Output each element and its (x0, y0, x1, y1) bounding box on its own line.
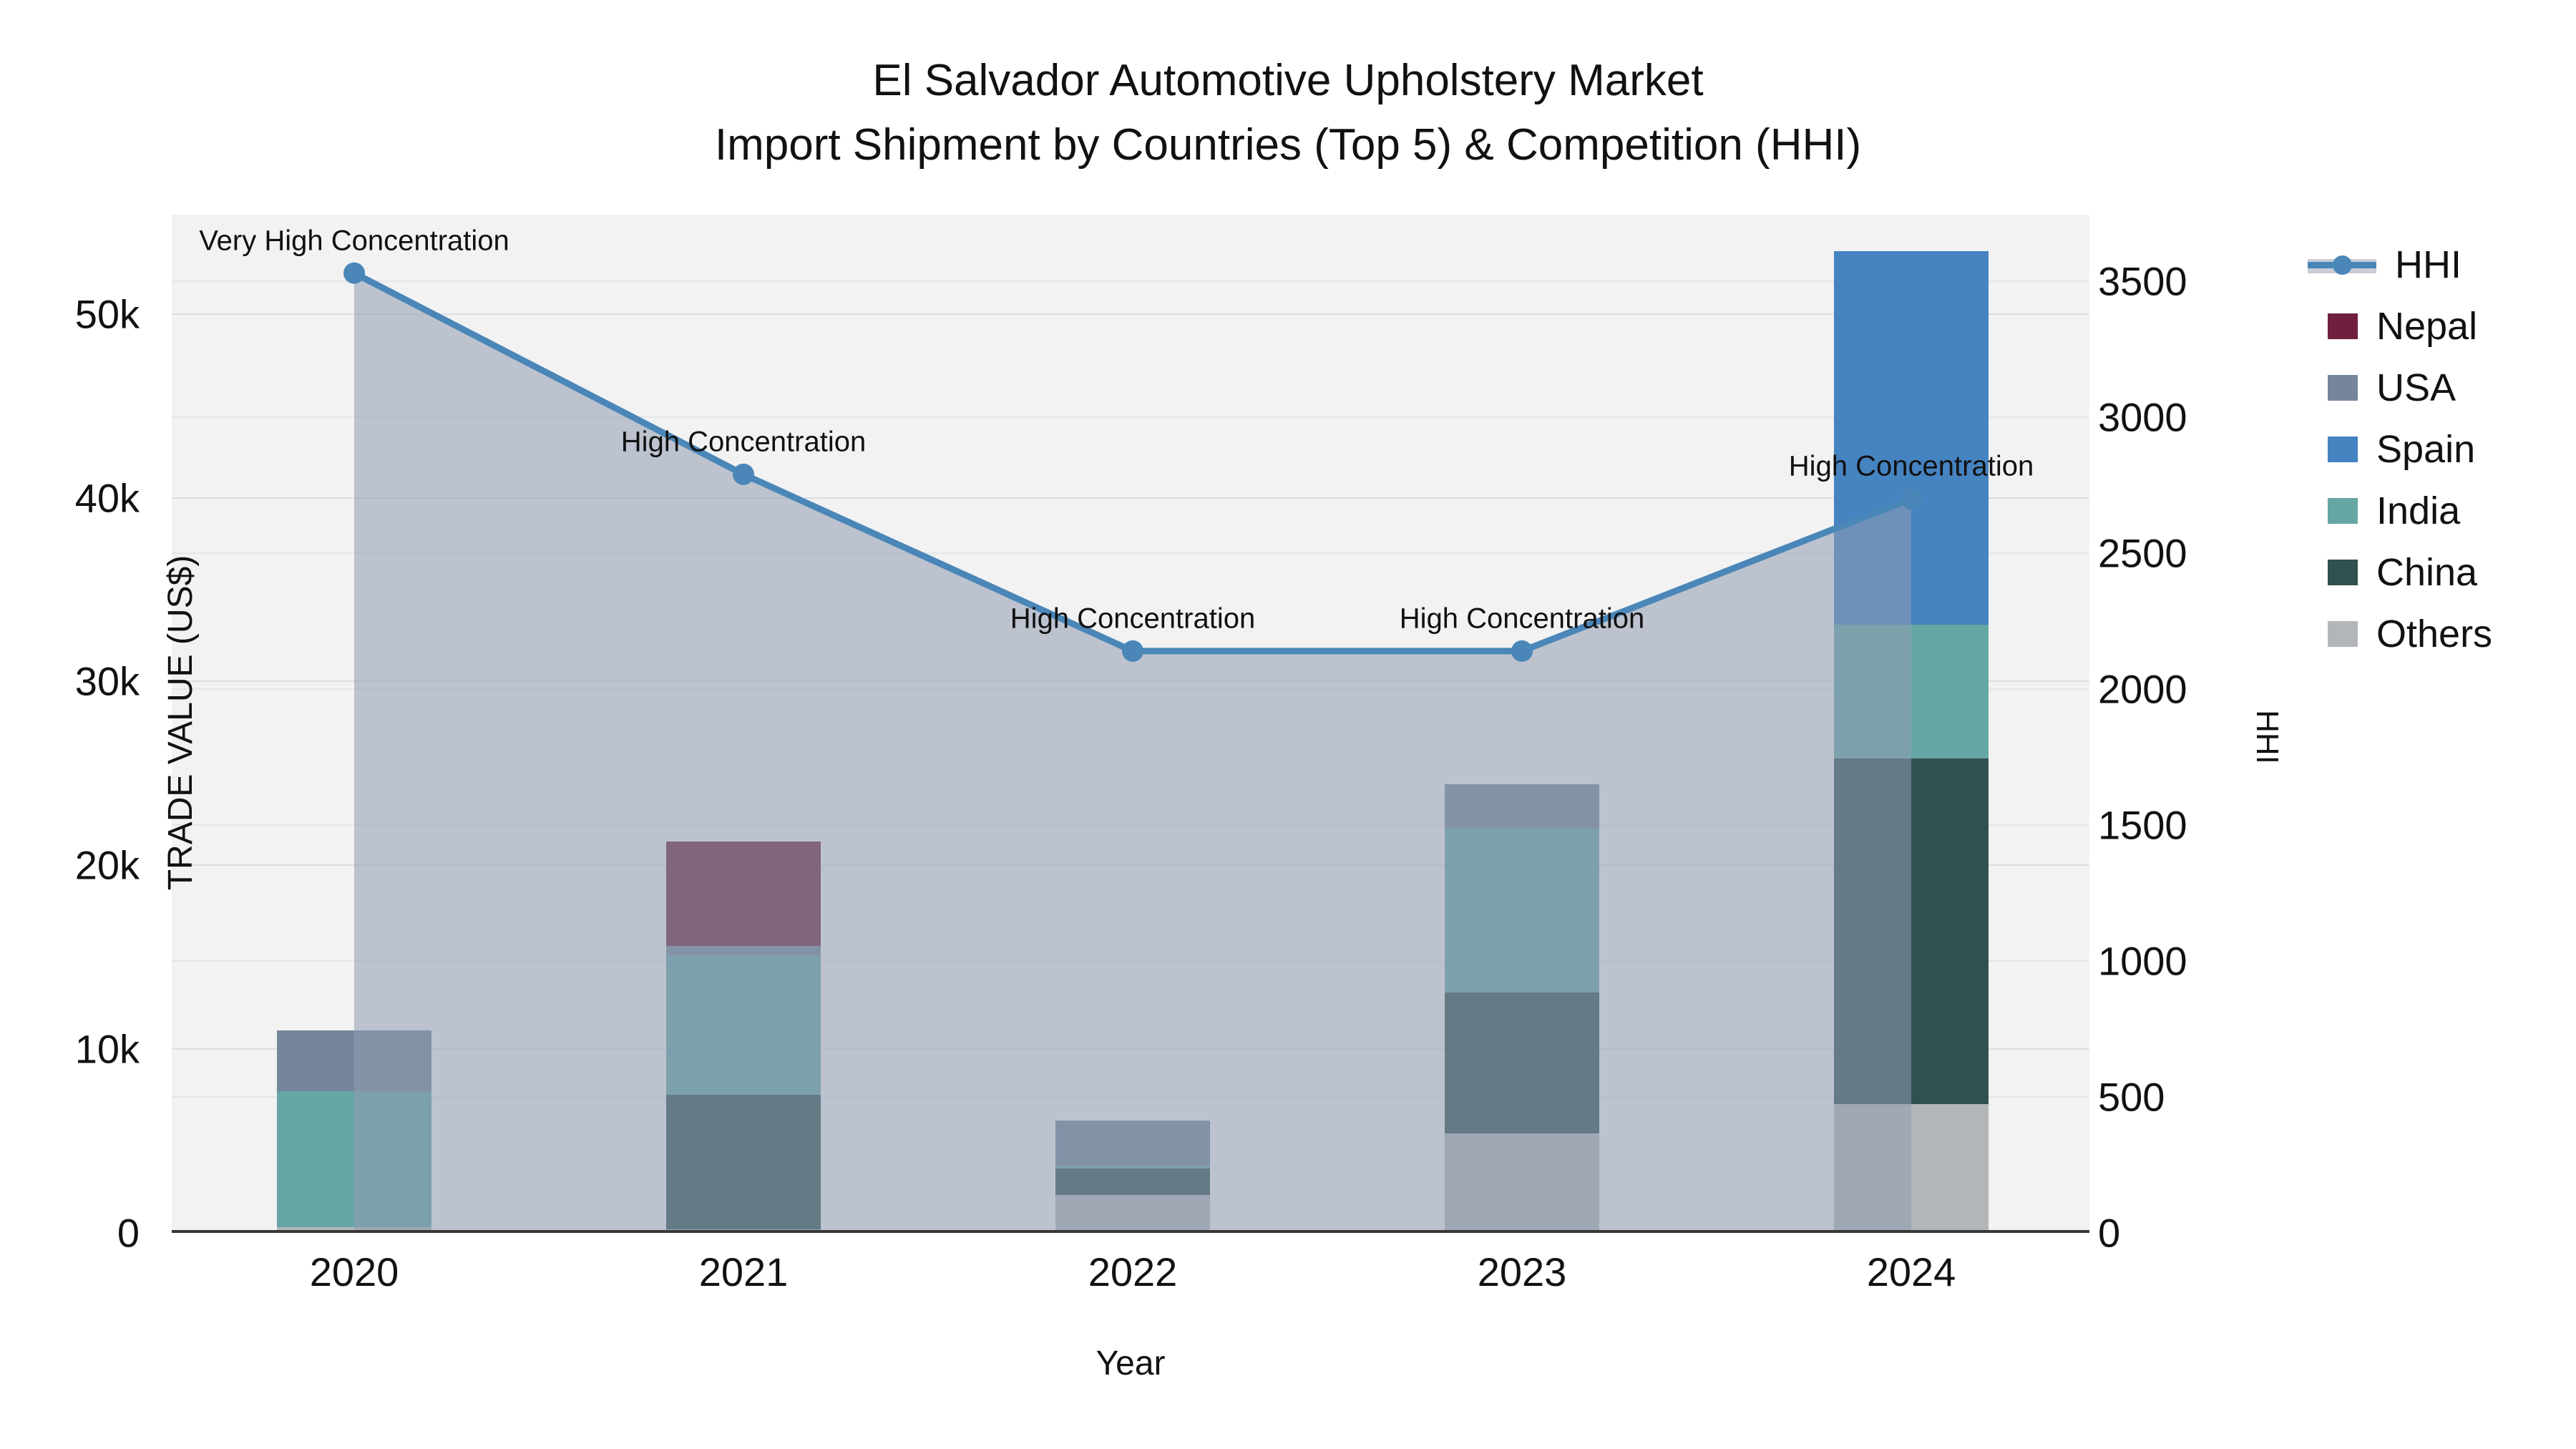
annotation-2020: Very High Concentration (199, 225, 509, 257)
right-tick-2500: 2500 (2098, 530, 2187, 576)
legend-hhi-line-sample (2308, 252, 2376, 278)
legend-label-usa: USA (2376, 366, 2457, 409)
right-tick-3500: 3500 (2098, 258, 2187, 304)
left-tick-10k: 10k (74, 1026, 140, 1072)
legend-item-nepal[interactable]: Nepal (2308, 298, 2477, 355)
legend-item-spain[interactable]: Spain (2308, 421, 2475, 478)
hhi-area-fill (354, 273, 1911, 1233)
legend-swatch-spain (2328, 436, 2358, 462)
plot-area: Very High Concentration High Concentratio… (172, 215, 2089, 1233)
legend-label-india: India (2376, 489, 2461, 532)
right-tick-3000: 3000 (2098, 394, 2187, 440)
legend-item-hhi[interactable]: HHI (2308, 236, 2462, 293)
legend-label-spain: Spain (2376, 428, 2476, 471)
chart-title: El Salvador Automotive Upholstery Market… (0, 49, 2576, 177)
legend-swatch-nepal (2328, 313, 2358, 339)
legend-label-nepal: Nepal (2376, 305, 2478, 348)
hhi-point-2023[interactable] (1511, 640, 1533, 662)
legend-item-others[interactable]: Others (2308, 605, 2492, 663)
right-tick-2000: 2000 (2098, 666, 2187, 712)
legend-swatch-china (2328, 560, 2358, 585)
legend-item-india[interactable]: India (2308, 482, 2460, 540)
chart-title-line2: Import Shipment by Countries (Top 5) & C… (714, 120, 1862, 170)
hhi-point-2021[interactable] (733, 463, 754, 485)
left-tick-0: 0 (117, 1210, 140, 1256)
hhi-point-2022[interactable] (1122, 640, 1143, 662)
left-tick-30k: 30k (74, 658, 140, 704)
x-tick-2021: 2021 (698, 1249, 789, 1294)
gridline-trade-50k (172, 313, 2089, 315)
x-tick-2024: 2024 (1866, 1249, 1956, 1294)
right-tick-0: 0 (2098, 1210, 2121, 1256)
annotation-2024: High Concentration (1788, 450, 2034, 482)
x-tick-2022: 2022 (1088, 1249, 1178, 1294)
right-axis-title: HHI (2249, 710, 2285, 764)
left-tick-20k: 20k (74, 842, 140, 888)
annotation-2023: High Concentration (1399, 602, 1645, 635)
right-tick-1000: 1000 (2098, 938, 2187, 984)
x-tick-2023: 2023 (1477, 1249, 1567, 1294)
annotation-2022: High Concentration (1010, 602, 1256, 635)
chart-title-line1: El Salvador Automotive Upholstery Market (872, 56, 1704, 105)
right-tick-1500: 1500 (2098, 802, 2187, 848)
legend-item-china[interactable]: China (2308, 544, 2477, 601)
annotation-2021: High Concentration (620, 426, 867, 458)
left-tick-50k: 50k (74, 291, 140, 337)
legend-swatch-india (2328, 498, 2358, 524)
gridline-trade-40k (172, 497, 2089, 499)
legend-swatch-usa (2328, 375, 2358, 401)
legend-item-usa[interactable]: USA (2308, 359, 2456, 416)
hhi-line-layer (343, 262, 1922, 1233)
legend-swatch-others (2328, 621, 2358, 647)
x-axis-title: Year (1096, 1345, 1166, 1382)
x-axis-line (172, 1230, 2089, 1233)
legend-label-others: Others (2376, 613, 2493, 655)
right-tick-500: 500 (2098, 1074, 2165, 1120)
left-tick-40k: 40k (74, 475, 140, 521)
hhi-point-2024[interactable] (1901, 488, 1922, 510)
gridline-hhi-2500 (172, 552, 2089, 555)
legend-label-hhi: HHI (2395, 243, 2462, 286)
gridline-hhi-3000 (172, 416, 2089, 419)
legend-label-china: China (2376, 551, 2478, 594)
hhi-point-2020[interactable] (343, 262, 365, 284)
gridline-hhi-3500 (172, 280, 2089, 283)
x-tick-2020: 2020 (309, 1249, 399, 1294)
